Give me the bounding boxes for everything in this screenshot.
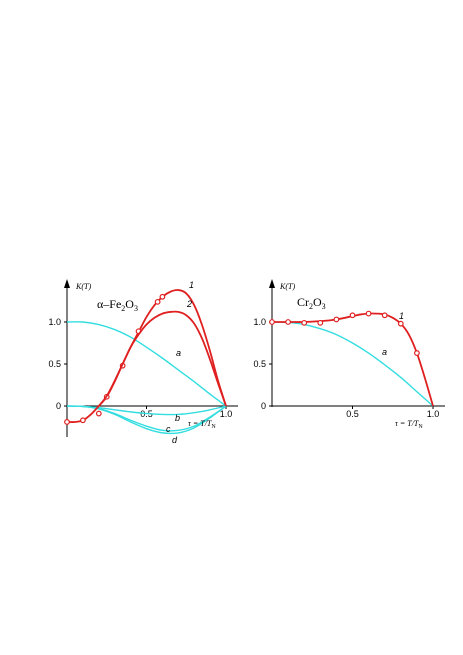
fe2o3-series-1-point — [79, 417, 86, 424]
cr2o3-series-1-point — [269, 319, 275, 325]
cr2o3-series-a-line — [271, 321, 434, 407]
fe2o3-series-d-line — [66, 405, 227, 435]
cr2o3-chart: 0 0.5 1.0 0.5 1.0 a 1 K(T) Cr2O3 τ = T/TN — [253, 279, 445, 430]
cr2o3-xtick-label: 0.5 — [346, 409, 359, 419]
fe2o3-series-2-line — [98, 310, 227, 407]
cr2o3-series-1-point — [349, 312, 356, 319]
fe2o3-series-1-point — [95, 410, 102, 417]
cr2o3-panel-title: Cr2O3 — [297, 295, 326, 311]
fe2o3-x-axis-title: τ = T/TN — [188, 419, 216, 430]
cr2o3-series-1-point — [301, 319, 308, 326]
cr2o3-series-a-label: a — [382, 347, 387, 357]
fe2o3-series-2-label: 2 — [186, 299, 192, 309]
cr2o3-series-1-point — [414, 350, 420, 356]
cr2o3-y-axis-arrow — [269, 279, 275, 288]
fe2o3-series-b-label: b — [175, 413, 180, 423]
fe2o3-series-c-label: c — [166, 424, 171, 434]
cr2o3-series-1-label: 1 — [399, 311, 404, 321]
fe2o3-series-1-point — [159, 293, 166, 300]
fe2o3-series-a-line — [66, 321, 227, 407]
cr2o3-ytick-label: 0 — [261, 401, 266, 411]
fe2o3-panel-title: α–Fe2O3 — [97, 297, 138, 313]
cr2o3-y-axis-title: K(T) — [279, 282, 295, 291]
fe2o3-series-1-point — [154, 298, 161, 305]
fe2o3-series-1-line — [66, 289, 227, 423]
fe2o3-series-1-label: 1 — [189, 280, 194, 290]
cr2o3-series-1-point — [285, 319, 292, 325]
cr2o3-series-1-point — [381, 312, 388, 319]
cr2o3-series-1-point — [317, 319, 324, 326]
fe2o3-series-d-label: d — [172, 435, 178, 445]
cr2o3-series-1-point — [333, 316, 340, 323]
fe2o3-xtick-label: 1.0 — [220, 409, 233, 419]
fe2o3-y-axis-title: K(T) — [75, 282, 91, 291]
cr2o3-series-1-point — [365, 310, 372, 317]
cr2o3-series-1-line — [272, 312, 434, 407]
cr2o3-ytick-label: 0.5 — [253, 359, 266, 369]
cr2o3-x-axis-title: τ = T/TN — [395, 419, 423, 430]
cr2o3-series-1-point — [397, 320, 404, 327]
fe2o3-ytick-label: 0 — [56, 401, 61, 411]
fe2o3-y-axis-arrow — [64, 279, 70, 288]
cr2o3-ytick-label: 1.0 — [253, 317, 266, 327]
fe2o3-ytick-label: 1.0 — [48, 317, 61, 327]
fe2o3-ytick-label: 0.5 — [48, 359, 61, 369]
fe2o3-series-a-label: a — [176, 348, 181, 358]
fe2o3-series-1-point — [64, 419, 70, 425]
cr2o3-xtick-label: 1.0 — [427, 409, 440, 419]
